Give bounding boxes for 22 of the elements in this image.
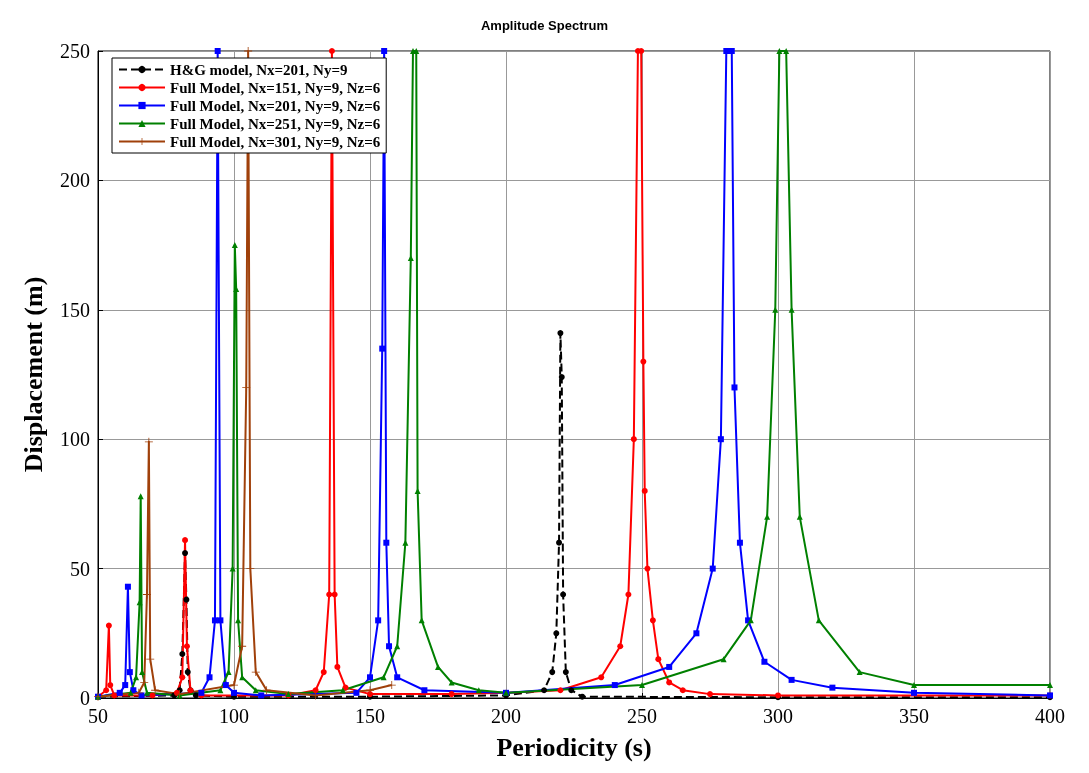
x-tick-label: 300 bbox=[763, 705, 793, 727]
legend-label: H&G model, Nx=201, Ny=9 bbox=[170, 61, 348, 78]
y-tick-label: 250 bbox=[60, 40, 90, 62]
x-tick-label: 400 bbox=[1035, 705, 1065, 727]
y-tick-label: 0 bbox=[80, 687, 90, 709]
y-tick-label: 150 bbox=[60, 298, 90, 321]
legend-label: Full Model, Nx=251, Ny=9, Nz=6 bbox=[170, 115, 381, 132]
legend-label: Full Model, Nx=301, Ny=9, Nz=6 bbox=[170, 133, 381, 150]
y-axis-title: Displacement (m) bbox=[18, 276, 48, 473]
x-tick-label: 250 bbox=[627, 705, 657, 727]
y-tick-label: 50 bbox=[70, 557, 90, 580]
y-tick-label: 200 bbox=[60, 169, 90, 192]
x-tick-label: 350 bbox=[899, 705, 929, 727]
x-tick-label: 50 bbox=[88, 705, 108, 727]
chart-title: Amplitude Spectrum bbox=[480, 18, 609, 33]
legend-label: Full Model, Nx=151, Ny=9, Nz=6 bbox=[170, 79, 381, 96]
y-tick-label: 100 bbox=[60, 428, 90, 451]
x-tick-label: 200 bbox=[491, 705, 521, 727]
x-axis-title: Periodicity (s) bbox=[496, 732, 652, 762]
legend-label: Full Model, Nx=201, Ny=9, Nz=6 bbox=[170, 97, 381, 114]
x-tick-label: 100 bbox=[219, 705, 249, 727]
x-tick-label: 150 bbox=[355, 705, 385, 727]
